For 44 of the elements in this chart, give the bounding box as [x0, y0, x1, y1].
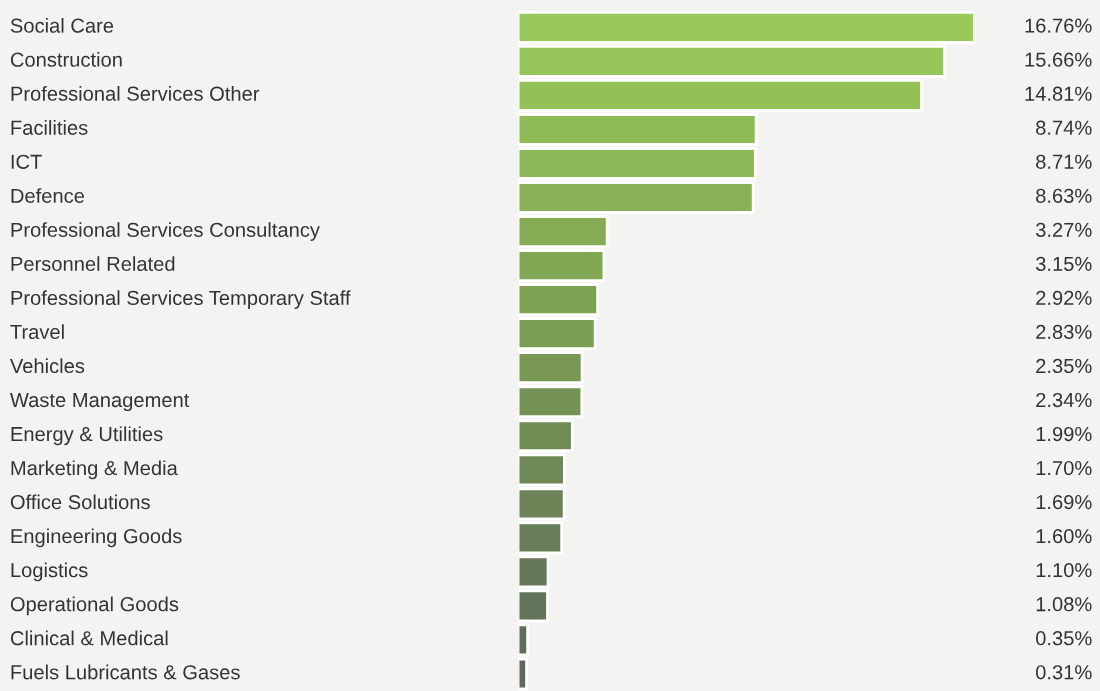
y-tick-label: Vehicles [9, 358, 85, 374]
y-tick-label: Defence [11, 188, 85, 203]
y-tick-label: Construction [10, 52, 122, 67]
y-tick-label: Logistics [11, 562, 88, 582]
bar [518, 589, 549, 623]
data-label: 1.10% [1036, 563, 1092, 578]
y-tick-label: Fuels Lubricants & Gases [11, 664, 240, 680]
bar [518, 657, 528, 691]
bar [518, 555, 550, 589]
data-label: 2.92% [1036, 290, 1092, 306]
data-label: 15.66% [1025, 52, 1092, 67]
y-tick-label: Professional Services Other [11, 86, 260, 101]
data-label: 0.31% [1035, 665, 1092, 680]
data-label: 16.76% [1025, 18, 1092, 33]
y-tick-label: Energy & Utilities [11, 426, 163, 446]
y-tick-label: Engineering Goods [11, 528, 182, 548]
data-label: 2.34% [1036, 392, 1092, 408]
y-tick-label: ICT [11, 154, 42, 169]
y-tick-label: Operational Goods [10, 596, 179, 616]
data-label: 1.69% [1036, 494, 1092, 510]
y-tick-label: Travel [10, 324, 64, 340]
data-label: 2.83% [1036, 324, 1092, 340]
data-label: 1.08% [1036, 597, 1092, 612]
data-label: 1.70% [1036, 460, 1092, 476]
data-label: 0.35% [1035, 631, 1092, 646]
y-tick-label: Facilities [11, 120, 88, 135]
y-tick-label: Office Solutions [10, 494, 150, 510]
data-label: 8.71% [1036, 154, 1092, 169]
y-tick-label: Professional Services Temporary Staff [11, 290, 351, 310]
y-tick-label: Personnel Related [11, 256, 175, 272]
y-tick-label: Professional Services Consultancy [11, 222, 320, 241]
y-tick-label: Waste Management [9, 393, 190, 412]
data-label: 1.99% [1036, 426, 1092, 442]
data-label: 14.81% [1025, 86, 1092, 101]
y-tick-label: Marketing & Media [11, 460, 178, 480]
data-label: 2.35% [1036, 358, 1092, 374]
data-label: 1.60% [1036, 529, 1092, 544]
data-label: 3.27% [1035, 222, 1092, 237]
data-label: 3.15% [1035, 256, 1092, 272]
data-label: 8.74% [1036, 120, 1092, 135]
data-label: 8.63% [1036, 188, 1092, 203]
bar [518, 623, 530, 657]
y-tick-label: Clinical & Medical [10, 630, 168, 646]
y-tick-label: Social Care [10, 17, 114, 33]
